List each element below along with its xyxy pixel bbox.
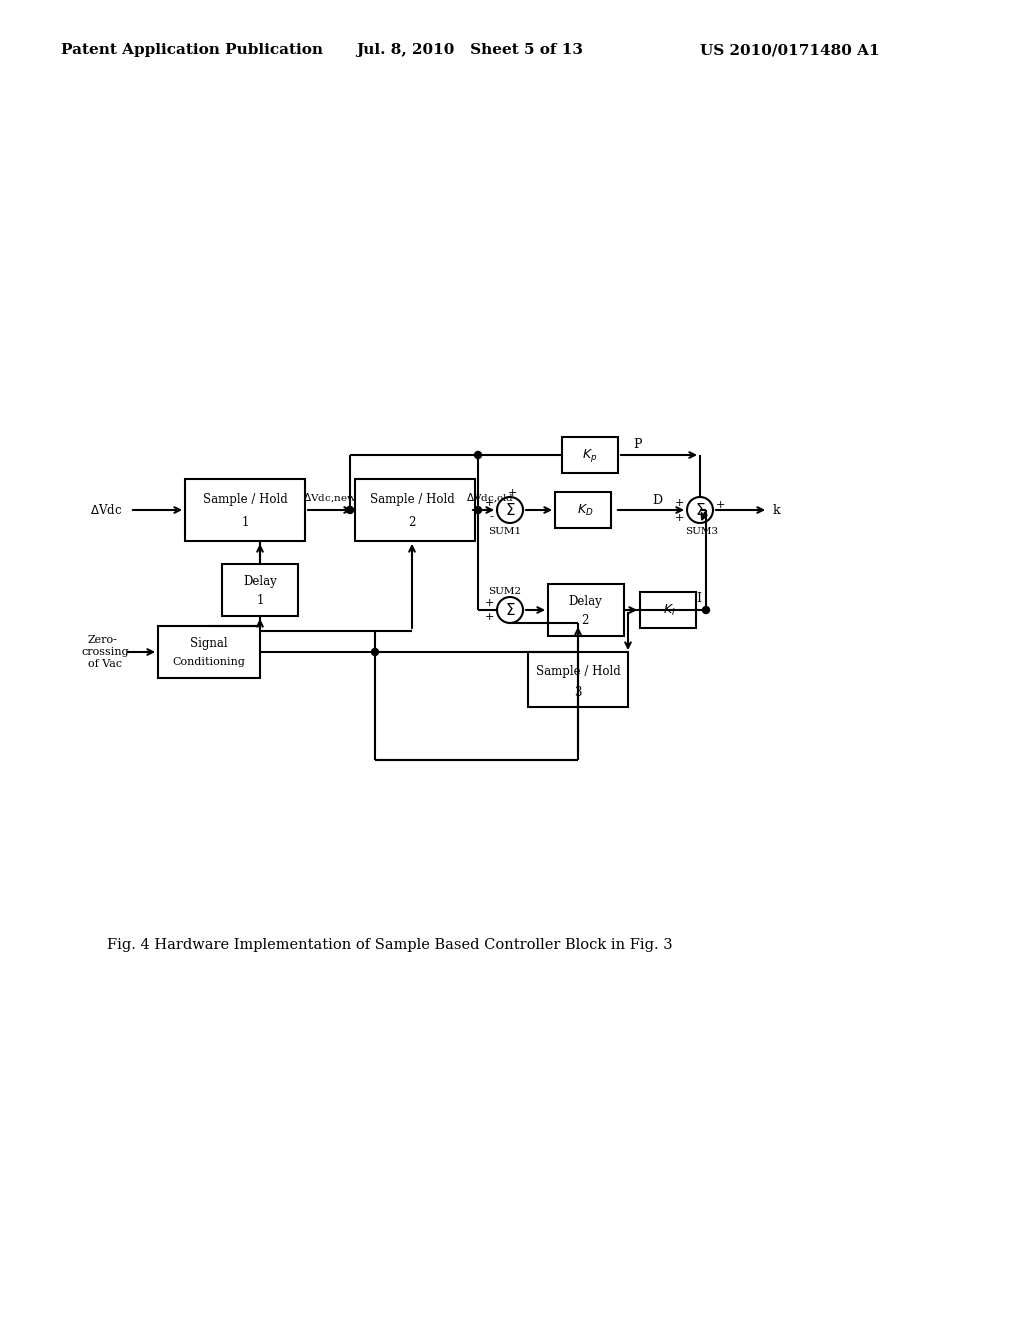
FancyBboxPatch shape bbox=[222, 564, 298, 616]
Text: I: I bbox=[696, 591, 701, 605]
FancyBboxPatch shape bbox=[555, 492, 611, 528]
Circle shape bbox=[372, 648, 379, 656]
Text: +: + bbox=[507, 488, 517, 498]
Text: $\Delta$Vdc,new: $\Delta$Vdc,new bbox=[303, 491, 357, 504]
FancyBboxPatch shape bbox=[185, 479, 305, 541]
FancyBboxPatch shape bbox=[158, 626, 260, 678]
Text: $\Delta$Vdc: $\Delta$Vdc bbox=[90, 503, 122, 517]
Text: SUM1: SUM1 bbox=[488, 527, 521, 536]
Text: +: + bbox=[484, 598, 494, 609]
Text: +: + bbox=[716, 500, 725, 510]
Text: +: + bbox=[675, 513, 684, 523]
Text: crossing: crossing bbox=[81, 647, 129, 657]
Text: k: k bbox=[773, 503, 780, 516]
Text: 1: 1 bbox=[256, 594, 264, 606]
Text: 2: 2 bbox=[582, 614, 589, 627]
Text: Signal: Signal bbox=[190, 636, 227, 649]
Text: SUM3: SUM3 bbox=[685, 527, 719, 536]
Text: Sample / Hold: Sample / Hold bbox=[370, 494, 455, 507]
FancyBboxPatch shape bbox=[528, 652, 628, 708]
Text: Delay: Delay bbox=[568, 594, 602, 607]
Text: $\Delta$Vdc,old: $\Delta$Vdc,old bbox=[466, 491, 514, 504]
Text: $K_p$: $K_p$ bbox=[583, 446, 598, 463]
Text: +: + bbox=[484, 498, 494, 508]
Text: $\Sigma$: $\Sigma$ bbox=[505, 502, 515, 517]
Text: $K_D$: $K_D$ bbox=[577, 503, 593, 517]
FancyBboxPatch shape bbox=[548, 583, 624, 636]
Text: Sample / Hold: Sample / Hold bbox=[203, 494, 288, 507]
Circle shape bbox=[497, 597, 523, 623]
Text: Zero-: Zero- bbox=[87, 635, 117, 645]
Circle shape bbox=[474, 451, 481, 458]
FancyBboxPatch shape bbox=[562, 437, 618, 473]
Text: SUM2: SUM2 bbox=[488, 586, 521, 595]
Circle shape bbox=[346, 507, 353, 513]
Text: 3: 3 bbox=[574, 685, 582, 698]
Text: 1: 1 bbox=[242, 516, 249, 528]
Circle shape bbox=[474, 507, 481, 513]
Text: Sample / Hold: Sample / Hold bbox=[536, 664, 621, 677]
Circle shape bbox=[497, 498, 523, 523]
Text: $K_I$: $K_I$ bbox=[663, 602, 675, 618]
Text: 2: 2 bbox=[409, 516, 416, 528]
Text: Patent Application Publication: Patent Application Publication bbox=[61, 44, 323, 57]
Text: Fig. 4 Hardware Implementation of Sample Based Controller Block in Fig. 3: Fig. 4 Hardware Implementation of Sample… bbox=[108, 939, 673, 952]
Text: D: D bbox=[652, 494, 663, 507]
Text: Conditioning: Conditioning bbox=[173, 657, 246, 667]
Text: -: - bbox=[489, 511, 494, 524]
Text: +: + bbox=[675, 498, 684, 508]
Text: P: P bbox=[633, 438, 641, 451]
Text: Jul. 8, 2010   Sheet 5 of 13: Jul. 8, 2010 Sheet 5 of 13 bbox=[356, 44, 584, 57]
Circle shape bbox=[702, 606, 710, 614]
FancyBboxPatch shape bbox=[355, 479, 475, 541]
FancyBboxPatch shape bbox=[640, 591, 696, 628]
Text: +: + bbox=[484, 612, 494, 622]
Circle shape bbox=[687, 498, 713, 523]
Text: Delay: Delay bbox=[243, 574, 276, 587]
Text: $\Sigma$: $\Sigma$ bbox=[694, 502, 706, 517]
Text: of Vac: of Vac bbox=[88, 659, 122, 669]
Text: US 2010/0171480 A1: US 2010/0171480 A1 bbox=[700, 44, 880, 57]
Text: $\Sigma$: $\Sigma$ bbox=[505, 602, 515, 618]
